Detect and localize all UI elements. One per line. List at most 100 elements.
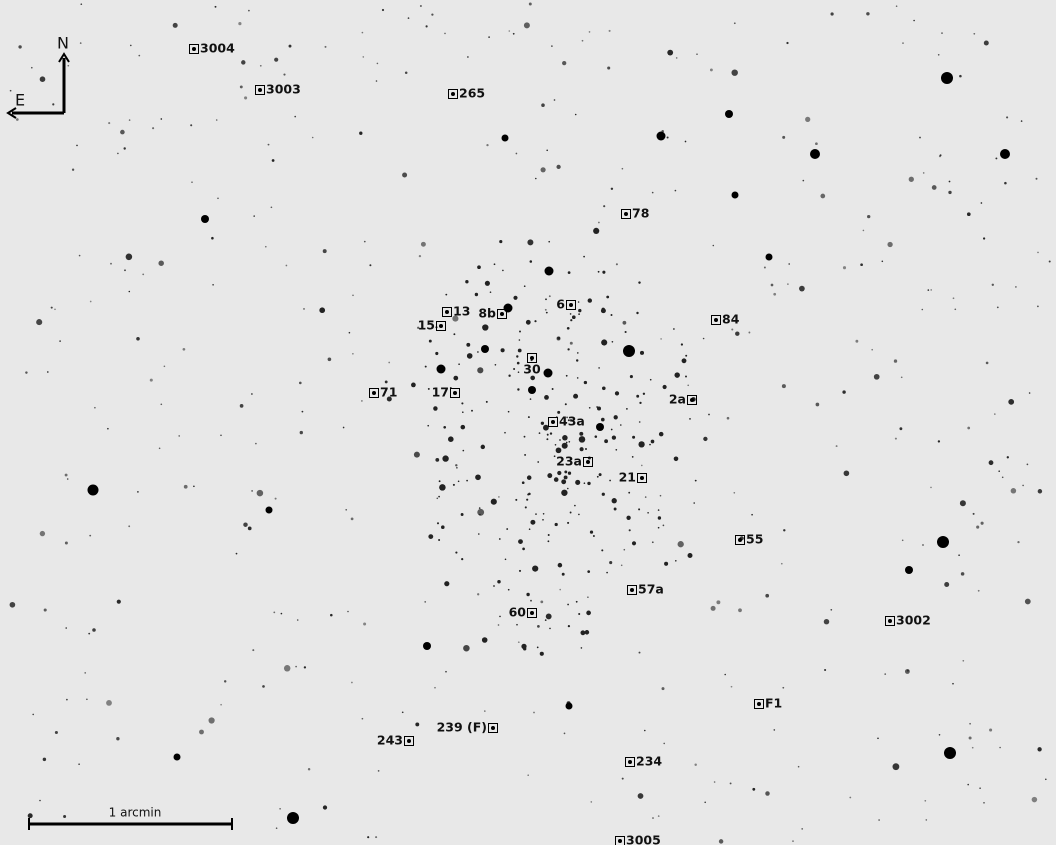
star: [562, 60, 567, 66]
star: [160, 118, 163, 120]
star: [931, 185, 937, 190]
marker-box: [627, 585, 637, 595]
star: [369, 264, 372, 267]
star-label: 3002: [896, 613, 931, 628]
star: [685, 354, 688, 357]
star: [567, 471, 572, 475]
star: [88, 632, 91, 635]
star-label: 3005: [626, 833, 661, 845]
star: [631, 541, 637, 546]
star: [453, 333, 456, 336]
star: [65, 627, 67, 629]
star: [598, 473, 602, 477]
star: [351, 681, 353, 684]
marked-star: [451, 92, 455, 96]
star: [564, 403, 567, 406]
star: [1037, 489, 1043, 494]
star: [939, 154, 942, 157]
star: [565, 441, 568, 444]
star: [78, 763, 80, 765]
star: [241, 60, 246, 65]
star: [561, 442, 568, 449]
star: [684, 140, 687, 143]
star: [84, 672, 87, 674]
marked-star: [407, 739, 411, 743]
star: [989, 728, 993, 732]
star: [559, 439, 561, 441]
star: [632, 435, 636, 439]
star: [534, 177, 537, 180]
star: [445, 293, 448, 296]
star: [773, 729, 776, 731]
star: [149, 378, 153, 382]
star: [280, 612, 283, 615]
star: [342, 426, 345, 429]
star: [1022, 484, 1024, 487]
star: [544, 395, 549, 400]
star: [67, 64, 70, 67]
star: [576, 352, 579, 354]
star: [584, 630, 590, 635]
star: [994, 413, 996, 415]
star: [575, 479, 581, 485]
star: [500, 348, 505, 353]
star: [521, 643, 527, 650]
star: [478, 507, 481, 509]
star: [687, 384, 690, 387]
star: [960, 572, 965, 576]
star: [900, 376, 903, 379]
star: [508, 30, 511, 32]
star: [788, 263, 791, 265]
star: [569, 511, 572, 514]
star: [922, 544, 924, 546]
star: [601, 549, 604, 552]
star: [303, 666, 307, 669]
star: [319, 307, 326, 314]
star: [673, 328, 675, 330]
star: [660, 338, 662, 340]
marked-star: [624, 212, 628, 216]
star: [439, 484, 446, 491]
star: [607, 66, 611, 70]
star: [610, 187, 614, 191]
star: [610, 428, 613, 431]
star: [787, 283, 789, 285]
star: [508, 374, 511, 377]
star: [128, 290, 131, 293]
star: [726, 416, 730, 420]
star: [504, 431, 506, 434]
star-label: 243: [377, 733, 403, 748]
star: [998, 470, 1000, 473]
star: [438, 539, 441, 541]
star: [256, 489, 264, 497]
star: [799, 285, 805, 292]
star: [621, 777, 624, 780]
star: [545, 298, 547, 301]
star: [613, 415, 618, 420]
star: [528, 528, 531, 531]
star: [182, 347, 186, 351]
star: [526, 498, 529, 501]
star: [484, 280, 490, 286]
bright-star: [201, 215, 209, 223]
star: [515, 498, 518, 501]
star: [763, 266, 766, 269]
marked-star: [630, 588, 634, 592]
star: [573, 393, 579, 399]
marker-box: [527, 353, 537, 363]
star: [123, 147, 126, 150]
star: [64, 541, 68, 545]
star: [598, 221, 600, 224]
star: [507, 588, 510, 591]
star: [120, 129, 125, 135]
star: [238, 22, 242, 26]
star: [499, 615, 501, 618]
marker-box: [404, 736, 414, 746]
star: [666, 136, 669, 139]
star-label: 17: [432, 385, 449, 400]
star: [404, 71, 408, 74]
star: [442, 455, 449, 462]
star: [362, 56, 365, 58]
star: [59, 340, 61, 342]
star: [575, 359, 579, 362]
